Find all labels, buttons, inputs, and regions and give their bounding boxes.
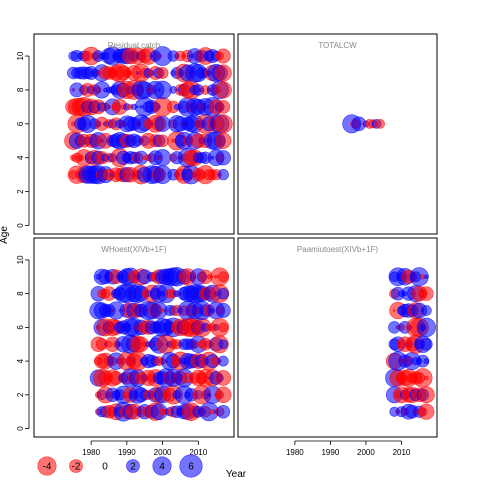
legend-bubble bbox=[179, 454, 203, 478]
bubble-point bbox=[217, 287, 229, 300]
x-axis-label: Year bbox=[226, 469, 247, 480]
x-tick-label: 2000 bbox=[357, 448, 375, 457]
x-tick-label: 1980 bbox=[82, 448, 100, 457]
bubble-point bbox=[213, 114, 233, 134]
panel-1: Residual catch bbox=[33, 33, 235, 235]
x-tick-label: 1980 bbox=[286, 448, 304, 457]
x-tick-label: 2000 bbox=[154, 448, 172, 457]
bubble-point bbox=[420, 337, 433, 351]
legend: -4 -2 0 2 4 6 bbox=[37, 454, 203, 478]
bubble-point bbox=[153, 80, 172, 100]
y-tick-label: 6 bbox=[16, 121, 25, 126]
y-tick-label: 10 bbox=[16, 255, 25, 264]
bubble-point bbox=[375, 119, 385, 129]
bubble-point bbox=[216, 99, 231, 114]
legend-label: 2 bbox=[130, 462, 136, 473]
bubble-point bbox=[156, 134, 169, 148]
panel-frame bbox=[237, 33, 438, 235]
bubbles-panel-1 bbox=[64, 46, 233, 185]
legend-bubble bbox=[69, 459, 83, 473]
bubble-point bbox=[420, 305, 432, 316]
bubble-point bbox=[217, 169, 229, 181]
legend-label: 6 bbox=[188, 462, 194, 473]
y-tick-label: 4 bbox=[16, 358, 25, 363]
y-tick-label: 4 bbox=[16, 155, 25, 160]
bubble-point bbox=[216, 404, 231, 419]
bubble-point bbox=[218, 339, 229, 350]
panels-layer: Residual catch TOTALCW WHoest(XIVb+1F) Paam… bbox=[33, 33, 438, 438]
legend-bubble bbox=[152, 456, 172, 476]
panel-3: WHoest(XIVb+1F) bbox=[33, 237, 235, 438]
y-tick-label: 2 bbox=[16, 189, 25, 194]
panel-title: TOTALCW bbox=[318, 41, 357, 50]
bubble-point bbox=[215, 150, 231, 166]
bubble-point bbox=[214, 81, 232, 99]
y-axis-label: Age bbox=[0, 226, 10, 244]
bubbles-panel-4 bbox=[385, 267, 436, 420]
x-tick-label: 2010 bbox=[393, 448, 411, 457]
panel-2: TOTALCW bbox=[237, 33, 438, 235]
panel-frame bbox=[33, 237, 235, 438]
bubble-point bbox=[418, 403, 435, 420]
panel-frame bbox=[33, 33, 235, 235]
bubble-point bbox=[419, 286, 434, 301]
bubbles-panel-2 bbox=[342, 114, 385, 134]
y-tick-label: 0 bbox=[16, 223, 25, 228]
panel-frame bbox=[237, 237, 438, 438]
x-tick-label: 2010 bbox=[189, 448, 207, 457]
legend-bubble bbox=[126, 459, 140, 473]
bubble-point bbox=[423, 358, 430, 365]
bubble-point bbox=[215, 132, 232, 149]
x-tick-label: 1990 bbox=[321, 448, 339, 457]
bubble-point bbox=[215, 370, 232, 386]
legend-label: -4 bbox=[43, 462, 52, 473]
bubble-point bbox=[153, 149, 172, 167]
bubble-point bbox=[215, 48, 231, 64]
bubble-point bbox=[416, 317, 436, 338]
panel-4: Paamiutoest(XIVb+1F) bbox=[237, 237, 438, 438]
y-tick-label: 0 bbox=[16, 426, 25, 431]
bubble-point bbox=[417, 386, 435, 404]
bubble-point bbox=[215, 386, 232, 404]
y-tick-label: 8 bbox=[16, 87, 25, 92]
panel-title: Paamiutoest(XIVb+1F) bbox=[297, 245, 378, 254]
bubble-point bbox=[217, 355, 229, 367]
bubble-point bbox=[424, 274, 429, 280]
bubble-point bbox=[218, 322, 229, 333]
panel-title: WHoest(XIVb+1F) bbox=[101, 245, 166, 254]
x-tick-label: 1990 bbox=[118, 448, 136, 457]
legend-bubble bbox=[37, 456, 57, 476]
legend-label: 0 bbox=[102, 462, 108, 473]
y-tick-label: 6 bbox=[16, 325, 25, 330]
y-tick-label: 8 bbox=[16, 291, 25, 296]
axes-layer: 0 2 4 6 8 10 0 2 4 6 8 10 1980 1990 2000 2010 1980 1990 20… bbox=[16, 51, 411, 457]
y-tick-label: 10 bbox=[16, 51, 25, 60]
bubble-point bbox=[424, 375, 429, 381]
y-tick-label: 2 bbox=[16, 392, 25, 397]
bubble-point bbox=[214, 64, 232, 82]
bubbles-panel-3 bbox=[89, 267, 232, 422]
legend-label: -2 bbox=[72, 462, 81, 473]
legend-label: 4 bbox=[159, 462, 165, 473]
bubble-point bbox=[154, 115, 171, 132]
panel-title: Residual catch bbox=[108, 41, 160, 50]
bubble-point bbox=[156, 67, 169, 79]
bubble-point bbox=[413, 368, 433, 388]
bubble-point bbox=[217, 271, 229, 283]
bubble-point bbox=[160, 308, 165, 313]
bubble-point bbox=[215, 303, 231, 318]
